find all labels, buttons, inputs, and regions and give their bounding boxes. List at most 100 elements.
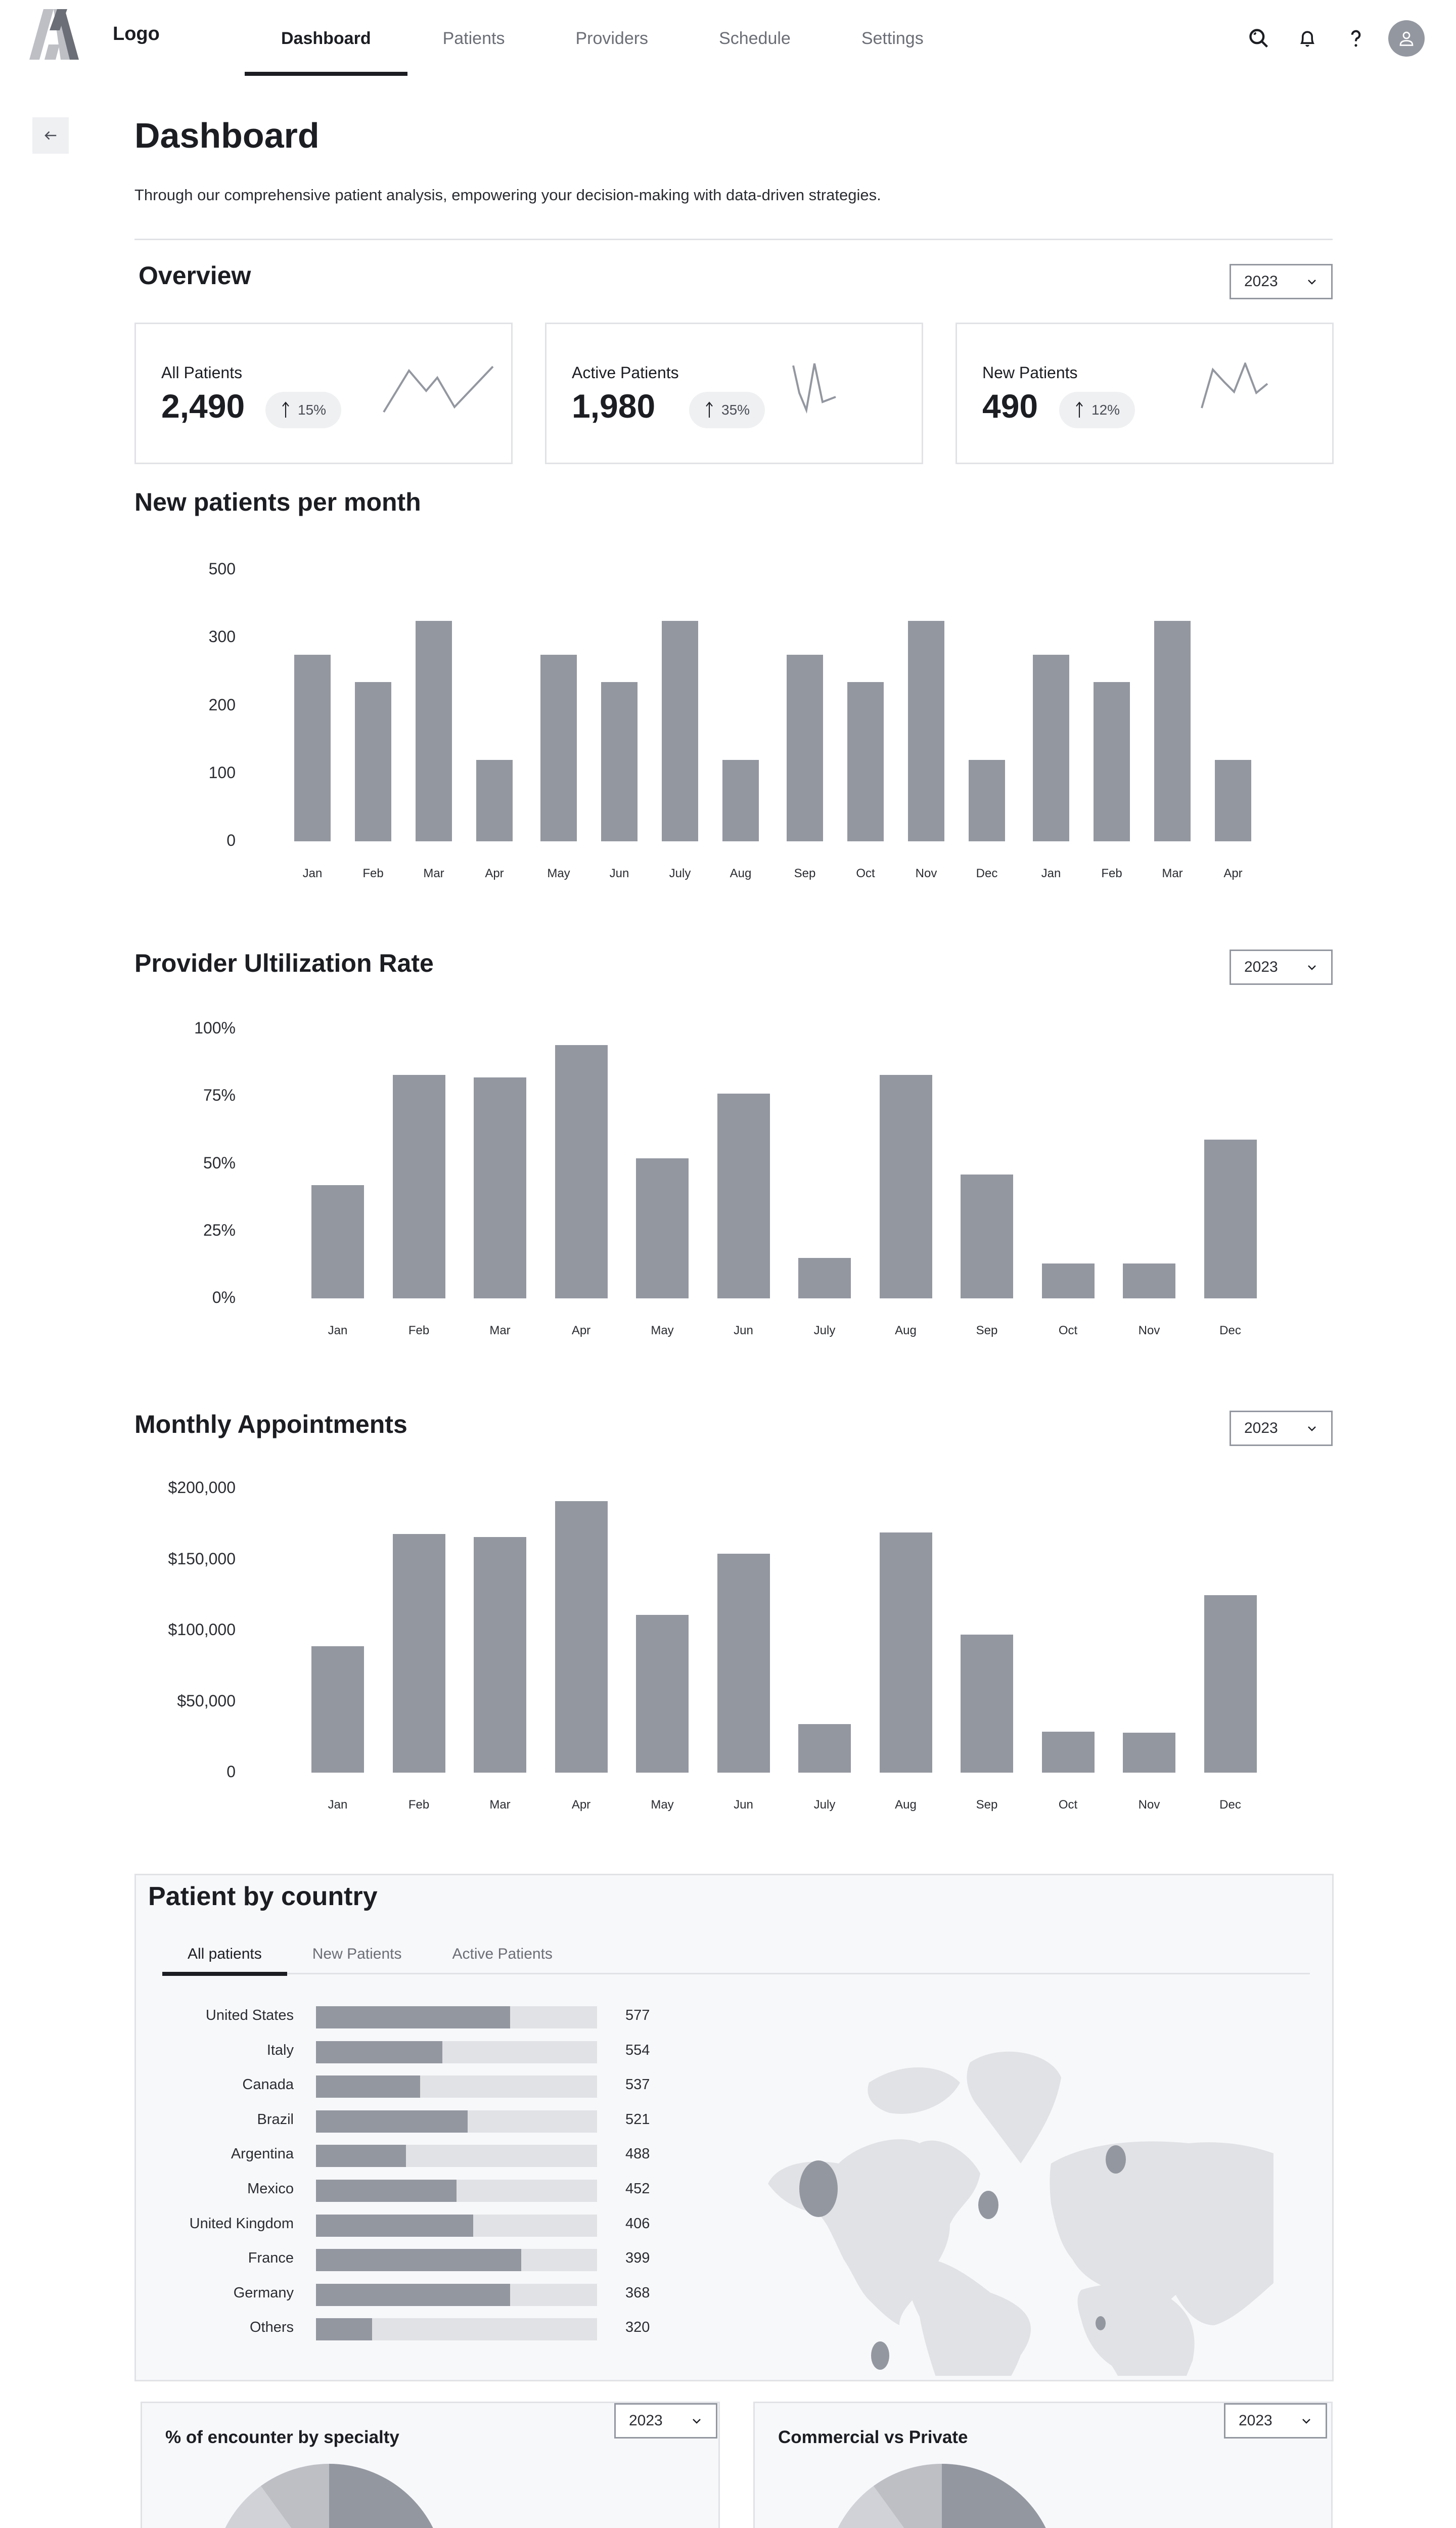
year-select-value: 2023 xyxy=(1239,2412,1272,2429)
country-bar-track xyxy=(316,2075,597,2098)
map-markers xyxy=(799,2145,1126,2370)
bar-aug[interactable] xyxy=(879,1532,932,1773)
bar-jan[interactable] xyxy=(311,1646,364,1773)
legend-item: Segment A20% xyxy=(1117,2524,1206,2528)
bar-mar[interactable] xyxy=(474,1077,526,1298)
pie-slice[interactable] xyxy=(213,2486,329,2528)
x-axis-label: Aug xyxy=(730,867,752,880)
nav-tab-schedule[interactable]: Schedule xyxy=(719,28,791,48)
bar-apr[interactable] xyxy=(555,1045,608,1298)
appointments-chart-title: Monthly Appointments xyxy=(134,1410,407,1438)
tab-active-patients[interactable]: Active Patients xyxy=(452,1946,553,1962)
bar-may[interactable] xyxy=(540,654,577,841)
bar-nov[interactable] xyxy=(1123,1733,1175,1773)
logo[interactable]: Logo xyxy=(29,9,160,60)
x-axis-label: May xyxy=(547,867,570,880)
bar-jun[interactable] xyxy=(601,682,638,841)
user-avatar[interactable] xyxy=(1388,20,1425,57)
help-button[interactable] xyxy=(1332,18,1380,59)
bar-mar[interactable] xyxy=(1154,620,1191,841)
x-axis-label: Mar xyxy=(489,1798,511,1812)
notifications-button[interactable] xyxy=(1283,18,1332,59)
stat-card-new-patients[interactable]: New Patients 490 12% xyxy=(956,323,1334,464)
bar-feb[interactable] xyxy=(392,1533,445,1773)
bar-dec[interactable] xyxy=(1204,1139,1257,1298)
commercial-year-select[interactable]: 2023 xyxy=(1224,2403,1327,2439)
stat-card-all-patients[interactable]: All Patients 2,490 15% xyxy=(134,323,513,464)
country-row: Italy 554 xyxy=(136,2041,692,2063)
bar-nov[interactable] xyxy=(1123,1263,1175,1298)
y-axis-tick: $150,000 xyxy=(168,1549,236,1568)
commercial-vs-private-panel: Commercial vs Private 2023 Segment A20%S… xyxy=(753,2402,1333,2528)
bar-jun[interactable] xyxy=(717,1093,770,1298)
bar-may[interactable] xyxy=(636,1158,689,1298)
x-axis-label: Jan xyxy=(328,1798,348,1812)
bar-nov[interactable] xyxy=(908,620,944,841)
pie-slice[interactable] xyxy=(329,2464,440,2528)
y-axis-tick: 200 xyxy=(208,695,236,714)
x-axis-label: Sep xyxy=(976,1324,998,1337)
bar-feb[interactable] xyxy=(1094,682,1130,841)
bar-jun[interactable] xyxy=(717,1554,770,1773)
encounter-by-specialty-panel: % of encounter by specialty 2023 Neeurol… xyxy=(141,2402,720,2528)
header-divider xyxy=(134,239,1333,240)
bar-oct[interactable] xyxy=(1041,1731,1095,1773)
search-button[interactable] xyxy=(1235,18,1283,59)
nav-tab-patients[interactable]: Patients xyxy=(442,28,505,48)
country-row: United States 577 xyxy=(136,2006,692,2028)
bar-jan[interactable] xyxy=(294,654,331,841)
encounter-year-select[interactable]: 2023 xyxy=(614,2403,717,2439)
bar-sep[interactable] xyxy=(961,1635,1013,1773)
pie-slice[interactable] xyxy=(942,2464,1053,2528)
bar-feb[interactable] xyxy=(392,1074,445,1298)
bar-sep[interactable] xyxy=(961,1174,1013,1298)
bar-oct[interactable] xyxy=(1041,1263,1095,1298)
back-button[interactable] xyxy=(32,117,69,154)
country-row: Brazil 521 xyxy=(136,2110,692,2133)
bar-july[interactable] xyxy=(798,1258,851,1298)
x-axis-label: Sep xyxy=(976,1798,998,1812)
x-axis-label: Jun xyxy=(609,867,629,880)
pie-slice[interactable] xyxy=(260,2464,329,2528)
appointments-year-select[interactable]: 2023 xyxy=(1230,1411,1333,1446)
chevron-down-icon xyxy=(693,2419,701,2424)
utilization-year-select[interactable]: 2023 xyxy=(1230,950,1333,985)
bar-apr[interactable] xyxy=(1215,759,1251,841)
bar-apr[interactable] xyxy=(476,759,513,841)
bar-apr[interactable] xyxy=(555,1501,608,1773)
country-row: Canada 537 xyxy=(136,2075,692,2098)
bar-dec[interactable] xyxy=(969,759,1005,841)
country-bar-fill xyxy=(316,2318,373,2341)
nav-tab-dashboard[interactable]: Dashboard xyxy=(245,0,407,77)
bar-july[interactable] xyxy=(662,620,698,841)
stat-label: All Patients xyxy=(161,364,243,382)
pie-slice[interactable] xyxy=(826,2486,942,2528)
x-axis-label: Oct xyxy=(856,867,875,880)
country-row: Germany 368 xyxy=(136,2283,692,2306)
bar-may[interactable] xyxy=(636,1615,689,1773)
year-select-value: 2023 xyxy=(1244,273,1278,290)
country-count: 537 xyxy=(625,2076,650,2093)
bar-july[interactable] xyxy=(798,1724,851,1773)
tab-new-patients[interactable]: New Patients xyxy=(312,1946,402,1962)
y-axis-tick: 100 xyxy=(208,763,236,782)
bar-jan[interactable] xyxy=(1033,654,1069,841)
chevron-down-icon xyxy=(1308,1426,1316,1431)
tab-all-patients[interactable]: All patients xyxy=(162,1934,287,1976)
bar-aug[interactable] xyxy=(722,759,759,841)
nav-tab-providers[interactable]: Providers xyxy=(575,28,649,48)
stat-change-badge: 15% xyxy=(265,392,342,428)
x-axis-label: Feb xyxy=(1101,867,1122,880)
bar-sep[interactable] xyxy=(787,654,823,841)
bar-oct[interactable] xyxy=(847,682,884,841)
pie-slice[interactable] xyxy=(873,2464,942,2528)
stat-card-active-patients[interactable]: Active Patients 1,980 35% xyxy=(545,323,923,464)
bar-feb[interactable] xyxy=(355,682,391,841)
bar-dec[interactable] xyxy=(1204,1595,1257,1773)
bar-mar[interactable] xyxy=(474,1537,526,1773)
bar-jan[interactable] xyxy=(311,1185,364,1298)
bar-aug[interactable] xyxy=(879,1074,932,1298)
overview-year-select[interactable]: 2023 xyxy=(1230,264,1333,299)
nav-tab-settings[interactable]: Settings xyxy=(861,28,924,48)
bar-mar[interactable] xyxy=(416,620,452,841)
